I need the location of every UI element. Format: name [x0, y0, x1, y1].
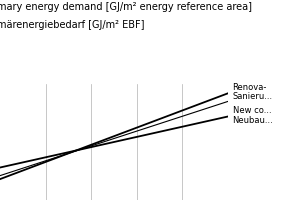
- Text: Renova-: Renova-: [232, 83, 267, 92]
- Text: märenergiebedarf [GJ/m² EBF]: märenergiebedarf [GJ/m² EBF]: [0, 20, 145, 30]
- Text: Neubau...: Neubau...: [232, 116, 273, 125]
- Text: Sanieru...: Sanieru...: [232, 92, 273, 101]
- Text: mary energy demand [GJ/m² energy reference area]: mary energy demand [GJ/m² energy referen…: [0, 2, 252, 12]
- Text: New co...: New co...: [232, 106, 271, 115]
